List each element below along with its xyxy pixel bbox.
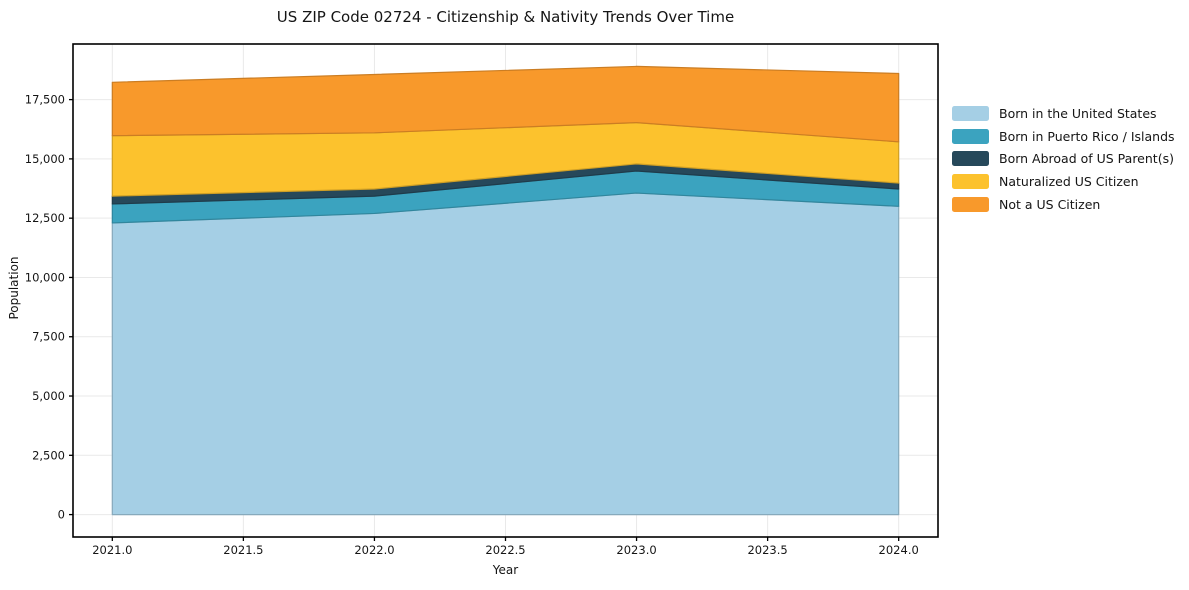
legend-label: Born in the United States xyxy=(999,105,1157,121)
legend-item: Born in Puerto Rico / Islands xyxy=(952,125,1175,148)
legend-label: Naturalized US Citizen xyxy=(999,173,1139,189)
x-tick-label: 2021.0 xyxy=(92,543,132,557)
legend-swatch xyxy=(952,173,989,189)
legend-item: Born in the United States xyxy=(952,102,1175,125)
y-tick-label: 5,000 xyxy=(32,389,65,403)
y-tick-label: 0 xyxy=(58,508,65,522)
x-tick-label: 2022.0 xyxy=(354,543,394,557)
x-tick-label: 2024.0 xyxy=(879,543,919,557)
x-tick-label: 2023.0 xyxy=(616,543,656,557)
legend-item: Naturalized US Citizen xyxy=(952,170,1175,193)
x-axis-label: Year xyxy=(492,563,519,577)
y-tick-label: 15,000 xyxy=(25,152,65,166)
x-tick-label: 2023.5 xyxy=(747,543,787,557)
legend-swatch xyxy=(952,151,989,167)
legend-label: Born in Puerto Rico / Islands xyxy=(999,128,1175,144)
y-tick-label: 12,500 xyxy=(25,211,65,225)
chart-title: US ZIP Code 02724 - Citizenship & Nativi… xyxy=(276,8,735,26)
area-series-4 xyxy=(111,65,900,143)
y-tick-label: 7,500 xyxy=(32,330,65,344)
y-axis-label: Population xyxy=(7,256,21,320)
y-tick-label: 2,500 xyxy=(32,448,65,462)
x-tick-label: 2021.5 xyxy=(223,543,263,557)
legend-item: Born Abroad of US Parent(s) xyxy=(952,147,1175,170)
legend-swatch xyxy=(952,105,989,121)
legend-item: Not a US Citizen xyxy=(952,193,1175,216)
legend: Born in the United States Born in Puerto … xyxy=(952,102,1175,215)
legend-label: Born Abroad of US Parent(s) xyxy=(999,151,1174,167)
legend-swatch xyxy=(952,128,989,144)
x-tick-label: 2022.5 xyxy=(485,543,525,557)
area-series-0 xyxy=(111,192,900,516)
y-tick-label: 17,500 xyxy=(25,93,65,107)
y-tick-label: 10,000 xyxy=(25,270,65,284)
legend-label: Not a US Citizen xyxy=(999,196,1101,212)
legend-swatch xyxy=(952,196,989,212)
